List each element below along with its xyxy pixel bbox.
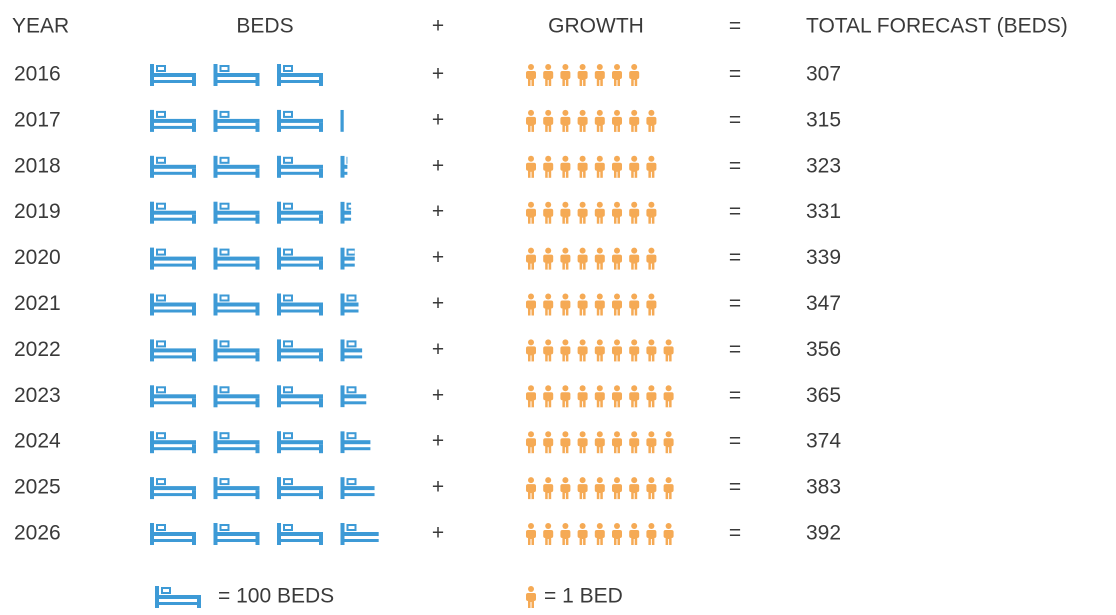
- plus-sign: +: [432, 384, 444, 407]
- year-label: 2020: [14, 246, 61, 269]
- growth-icons: [526, 155, 657, 178]
- total-value: 374: [806, 430, 841, 453]
- year-label: 2017: [14, 108, 61, 131]
- equals-sign: =: [729, 338, 741, 361]
- legend-growth-label: = 1 BED: [544, 585, 623, 608]
- beds-icons: [150, 109, 344, 132]
- total-value: 315: [806, 108, 841, 131]
- growth-icons: [526, 431, 674, 454]
- beds-icons: [150, 155, 348, 178]
- beds-icons: [150, 431, 371, 454]
- equals-sign: =: [729, 246, 741, 269]
- growth-icons: [526, 339, 674, 362]
- equals-sign: =: [729, 108, 741, 131]
- plus-sign: +: [432, 430, 444, 453]
- legend-beds-icon: [155, 586, 201, 608]
- growth-icons: [526, 293, 657, 316]
- year-label: 2023: [14, 384, 61, 407]
- growth-icons: [526, 201, 657, 224]
- growth-icons: [526, 385, 674, 408]
- equals-sign: =: [729, 476, 741, 499]
- total-value: 356: [806, 338, 841, 361]
- year-label: 2025: [14, 476, 61, 499]
- plus-sign: +: [432, 63, 444, 86]
- header-beds: BEDS: [236, 15, 293, 38]
- plus-sign: +: [432, 108, 444, 131]
- beds-icons: [150, 64, 323, 86]
- plus-sign: +: [432, 476, 444, 499]
- equals-sign: =: [729, 63, 741, 86]
- growth-icons: [526, 477, 674, 500]
- equals-sign: =: [729, 522, 741, 545]
- equals-sign: =: [729, 154, 741, 177]
- header-plus: +: [432, 15, 444, 38]
- plus-sign: +: [432, 246, 444, 269]
- total-value: 347: [806, 292, 841, 315]
- year-label: 2022: [14, 338, 61, 361]
- total-value: 383: [806, 476, 841, 499]
- header-total: TOTAL FORECAST (BEDS): [806, 15, 1068, 38]
- total-value: 331: [806, 200, 841, 223]
- beds-icons: [150, 201, 352, 224]
- total-value: 323: [806, 154, 841, 177]
- year-label: 2026: [14, 522, 61, 545]
- header-growth: GROWTH: [548, 15, 644, 38]
- equals-sign: =: [729, 430, 741, 453]
- beds-icons: [150, 523, 379, 545]
- beds-icons: [150, 293, 359, 316]
- total-value: 339: [806, 246, 841, 269]
- total-value: 365: [806, 384, 841, 407]
- total-value: 307: [806, 63, 841, 86]
- legend-growth-icon: [526, 586, 536, 608]
- growth-icons: [526, 64, 640, 86]
- header-year: YEAR: [12, 15, 69, 38]
- beds-icons: [150, 385, 367, 408]
- beds-icons: [150, 339, 363, 362]
- beds-icons: [150, 247, 355, 270]
- growth-icons: [526, 247, 657, 270]
- beds-icons: [150, 477, 375, 500]
- plus-sign: +: [432, 200, 444, 223]
- equals-sign: =: [729, 200, 741, 223]
- total-value: 392: [806, 522, 841, 545]
- plus-sign: +: [432, 154, 444, 177]
- legend-beds-label: = 100 BEDS: [218, 585, 334, 608]
- year-label: 2016: [14, 63, 61, 86]
- growth-icons: [526, 109, 657, 132]
- year-label: 2021: [14, 292, 61, 315]
- year-label: 2024: [14, 430, 61, 453]
- growth-icons: [526, 523, 674, 545]
- plus-sign: +: [432, 522, 444, 545]
- equals-sign: =: [729, 292, 741, 315]
- plus-sign: +: [432, 292, 444, 315]
- plus-sign: +: [432, 338, 444, 361]
- header-equals: =: [729, 15, 741, 38]
- year-label: 2018: [14, 154, 61, 177]
- equals-sign: =: [729, 384, 741, 407]
- year-label: 2019: [14, 200, 61, 223]
